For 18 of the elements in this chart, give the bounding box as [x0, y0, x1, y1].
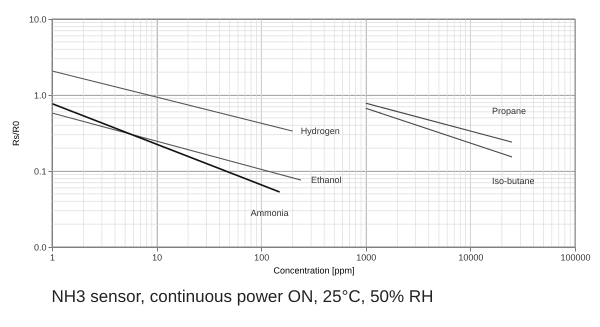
y-axis-title: Rs/R0: [10, 120, 21, 146]
y-tick-label: 1.0: [34, 90, 46, 100]
text: Propane: [492, 106, 526, 116]
text: NH3 sensor, continuous power ON, 25°C, 50% RH: [51, 287, 434, 306]
text: Ammonia: [250, 208, 289, 218]
y-tick-label: 10.0: [28, 14, 46, 24]
x-tick-label: 1: [50, 252, 56, 262]
x-tick-label: 10000: [458, 252, 484, 262]
series-label: Ethanol: [310, 175, 342, 186]
text: Iso-butane: [492, 176, 535, 186]
series-label: Hydrogen: [300, 126, 340, 136]
x-axis-title: Concentration [ppm]: [273, 266, 355, 276]
x-tick-label: 1000: [356, 252, 376, 262]
y-tick-label: 0.1: [34, 166, 46, 176]
x-tick-label: 10: [152, 252, 162, 262]
x-tick-label: 100: [254, 252, 270, 262]
y-tick-label: 0.0: [34, 242, 46, 252]
x-tick-label: 100000: [560, 252, 591, 262]
